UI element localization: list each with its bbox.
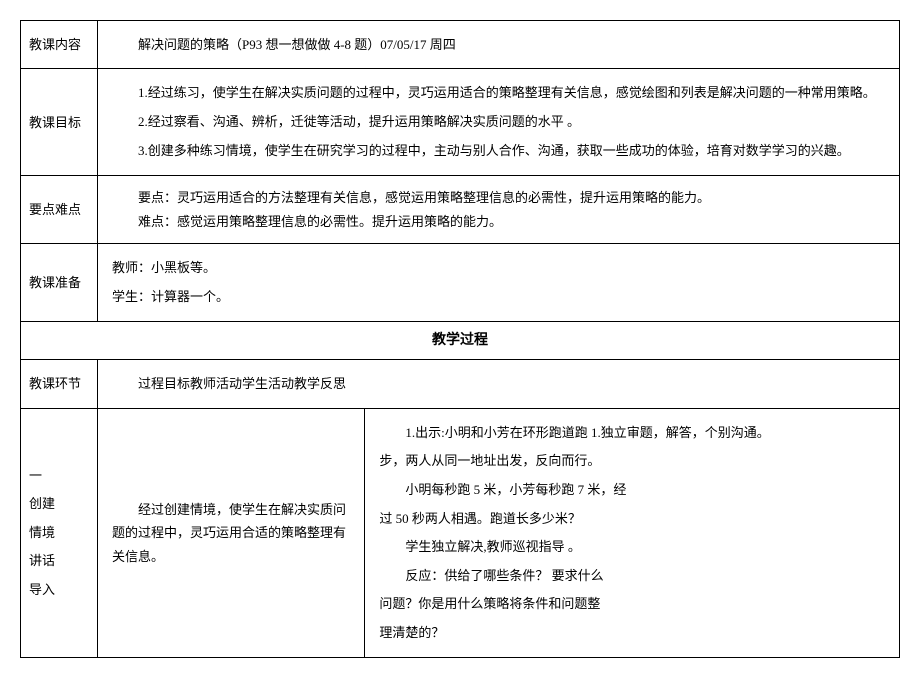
keypoint-text: 要点：灵巧运用适合的方法整理有关信息，感觉运用策略整理信息的必需性，提升运用策略… <box>112 186 885 209</box>
content-row: 教课内容 解决问题的策略（P93 想一想做做 4-8 题）07/05/17 周四 <box>21 21 900 69</box>
goals-text: 1.经过练习，使学生在解决实质问题的过程中，灵巧运用适合的策略整理有关信息，感觉… <box>98 69 900 176</box>
activity-line-7: 理清楚的？ <box>379 619 885 648</box>
process-title: 教学过程 <box>21 322 900 360</box>
phase1-label-6: 导入 <box>29 576 89 605</box>
phase-header-value: 过程目标教师活动学生活动教学反思 <box>112 372 885 395</box>
phase1-row: 一 创建 情境 讲话 导入 经过创建情境，使学生在解决实质问题的过程中，灵巧运用… <box>21 408 900 658</box>
activity-line-1: 步，两人从同一地址出发，反向而行。 <box>379 447 885 476</box>
lesson-plan-table: 教课内容 解决问题的策略（P93 想一想做做 4-8 题）07/05/17 周四… <box>20 20 900 658</box>
goal-1: 1.经过练习，使学生在解决实质问题的过程中，灵巧运用适合的策略整理有关信息，感觉… <box>112 79 885 108</box>
phase-header-text: 过程目标教师活动学生活动教学反思 <box>98 360 900 408</box>
prep-text: 教师：小黑板等。 学生：计算器一个。 <box>98 243 900 321</box>
phase1-label-2: 创建 <box>29 490 89 519</box>
activity-line-4: 学生独立解决,教师巡视指导 。 <box>379 533 885 562</box>
content-text-value: 解决问题的策略（P93 想一想做做 4-8 题）07/05/17 周四 <box>112 33 885 56</box>
phase1-label: 一 创建 情境 讲话 导入 <box>21 408 98 658</box>
activity-line-0: 1.出示:小明和小芳在环形跑道跑 1.独立审题，解答，个别沟通。 <box>379 419 885 448</box>
prep-label: 教课准备 <box>21 243 98 321</box>
goals-label: 教课目标 <box>21 69 98 176</box>
activity-line-5: 反应：供给了哪些条件？ 要求什么 <box>379 562 885 591</box>
keypoints-label: 要点难点 <box>21 176 98 244</box>
keypoints-row: 要点难点 要点：灵巧运用适合的方法整理有关信息，感觉运用策略整理信息的必需性，提… <box>21 176 900 244</box>
content-label: 教课内容 <box>21 21 98 69</box>
phase1-goal-text: 经过创建情境，使学生在解决实质问题的过程中，灵巧运用合适的策略整理有关信息。 <box>112 498 350 568</box>
prep-row: 教课准备 教师：小黑板等。 学生：计算器一个。 <box>21 243 900 321</box>
main-table: 教课内容 解决问题的策略（P93 想一想做做 4-8 题）07/05/17 周四… <box>20 20 900 658</box>
goal-3: 3.创建多种练习情境，使学生在研究学习的过程中，主动与别人合作、沟通，获取一些成… <box>112 137 885 166</box>
activity-line-3: 过 50 秒两人相遇。跑道长多少米？ <box>379 505 885 534</box>
phase1-label-1: 一 <box>29 462 89 491</box>
goal-2: 2.经过察看、沟通、辨析，迁徙等活动，提升运用策略解决实质问题的水平 。 <box>112 108 885 137</box>
activity-line-6: 问题？你是用什么策略将条件和问题整 <box>379 590 885 619</box>
phase-header-row: 教课环节 过程目标教师活动学生活动教学反思 <box>21 360 900 408</box>
keypoints-text: 要点：灵巧运用适合的方法整理有关信息，感觉运用策略整理信息的必需性，提升运用策略… <box>98 176 900 244</box>
phase1-activity: 1.出示:小明和小芳在环形跑道跑 1.独立审题，解答，个别沟通。 步，两人从同一… <box>365 408 900 658</box>
goals-row: 教课目标 1.经过练习，使学生在解决实质问题的过程中，灵巧运用适合的策略整理有关… <box>21 69 900 176</box>
phase1-goal: 经过创建情境，使学生在解决实质问题的过程中，灵巧运用合适的策略整理有关信息。 <box>98 408 365 658</box>
phase1-label-5: 讲话 <box>29 547 89 576</box>
prep-teacher: 教师：小黑板等。 <box>112 254 885 283</box>
phase-header-label: 教课环节 <box>21 360 98 408</box>
prep-student: 学生：计算器一个。 <box>112 283 885 312</box>
activity-line-2: 小明每秒跑 5 米，小芳每秒跑 7 米，经 <box>379 476 885 505</box>
difficulty-text: 难点：感觉运用策略整理信息的必需性。提升运用策略的能力。 <box>112 210 885 233</box>
process-title-row: 教学过程 <box>21 322 900 360</box>
content-text: 解决问题的策略（P93 想一想做做 4-8 题）07/05/17 周四 <box>98 21 900 69</box>
phase1-label-3: 情境 <box>29 519 89 548</box>
